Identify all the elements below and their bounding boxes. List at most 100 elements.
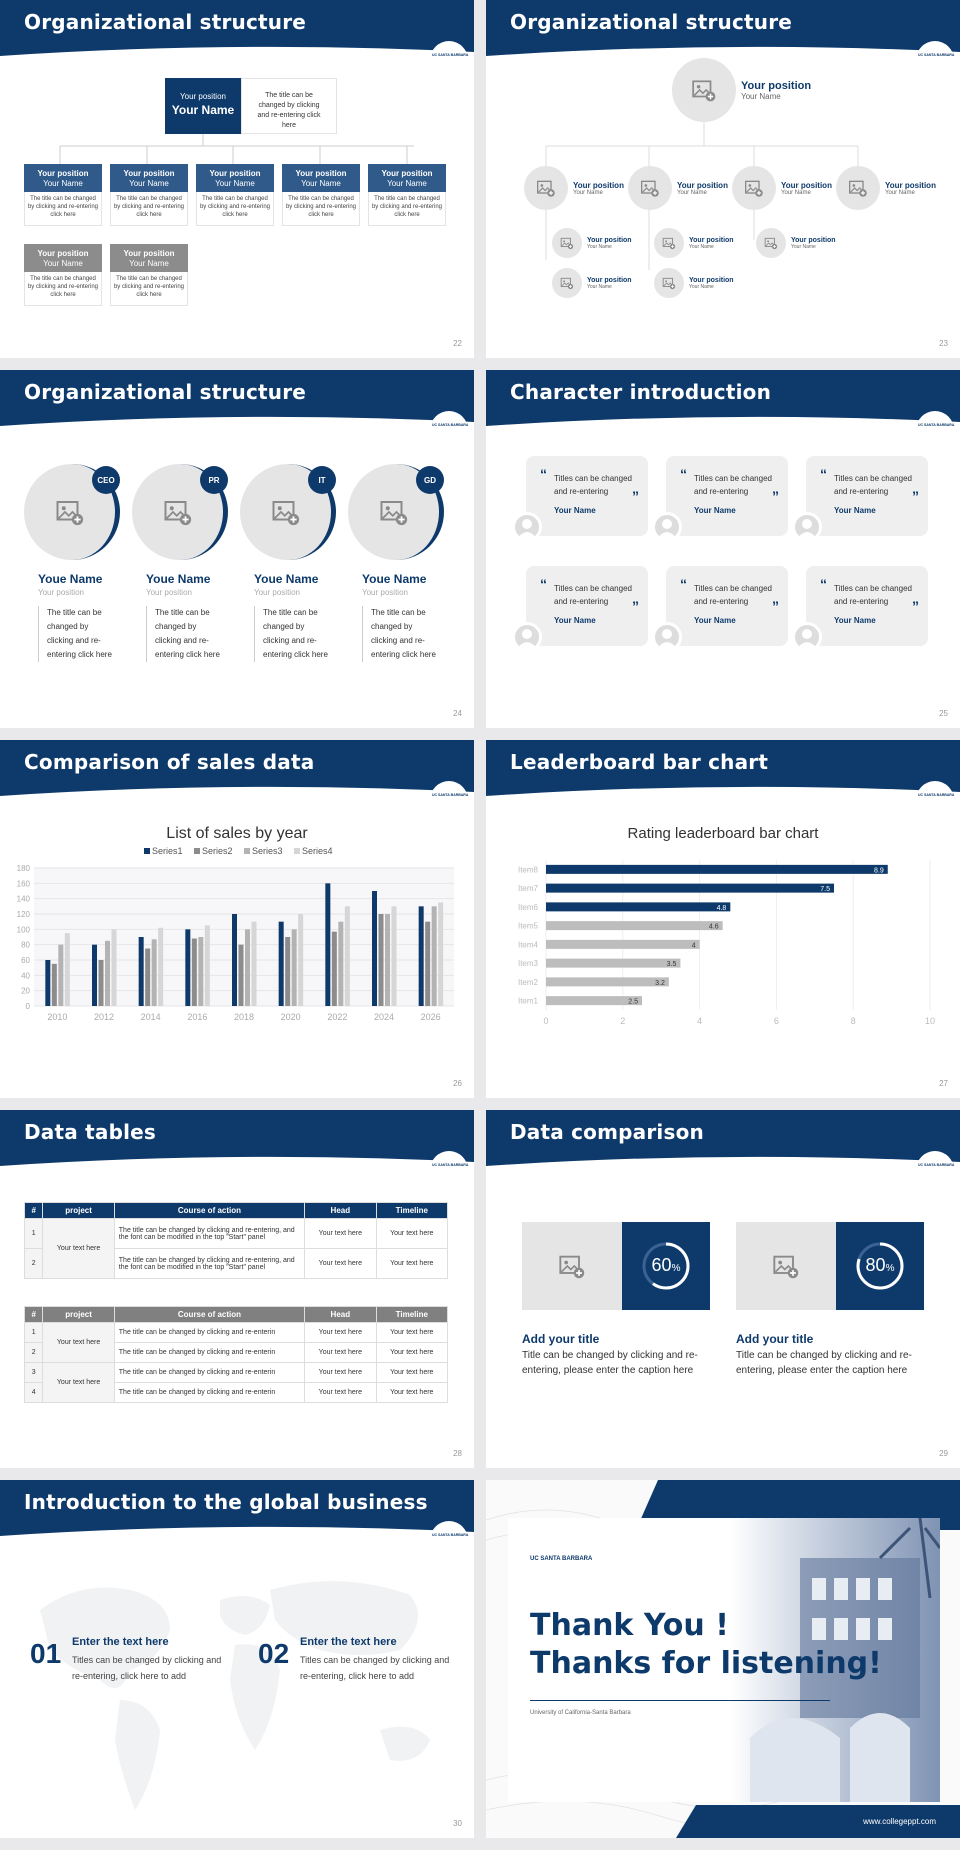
image-placeholder-icon: [764, 237, 778, 250]
quote-author: Your Name: [834, 506, 876, 515]
member-name: Your Name: [587, 243, 612, 250]
member-name: Your Name: [43, 179, 83, 188]
x-tick-label: 4: [697, 1016, 702, 1026]
slide-header: Introduction to the global business: [0, 1480, 474, 1540]
divider: [530, 1700, 830, 1701]
top-member-node[interactable]: Your position Your Name: [672, 58, 811, 122]
x-tick-label: 2020: [281, 1012, 301, 1022]
quote-card[interactable]: “ Titles can be changed and re-entering” Y…: [666, 456, 788, 536]
bar-item8: [546, 864, 888, 874]
item-description: Titles can be changed by clicking and re…: [72, 1655, 222, 1681]
campus-building-photo: [730, 1517, 942, 1802]
x-tick-label: 2016: [187, 1012, 207, 1022]
quote-card[interactable]: “ Titles can be changed and re-entering” Y…: [526, 456, 648, 536]
quote-card[interactable]: “ Titles can be changed and re-entering” Y…: [666, 566, 788, 646]
x-tick-label: 2: [620, 1016, 625, 1026]
team-member-card[interactable]: GD Youe Name Your position The title can be…: [348, 464, 448, 694]
slide-29[interactable]: Data comparison UC SANTA BARBARA 60% Add …: [486, 1110, 960, 1468]
slide-23[interactable]: Organizational structure UC SANTA BARBAR…: [486, 0, 960, 358]
column-header: #: [23, 1202, 44, 1219]
role-badge: CEO: [92, 466, 120, 494]
org-member-box[interactable]: Your position Your Name The title can be c…: [368, 164, 446, 226]
bar-series4-2010: [64, 933, 70, 1006]
top-position-box[interactable]: Your position Your Name: [165, 78, 241, 134]
y-tick-label: Item2: [518, 978, 539, 987]
member-name: Youe Name: [38, 572, 103, 586]
member-node[interactable]: Your position Your Name: [836, 166, 936, 210]
org-member-box[interactable]: Your position Your Name The title can be c…: [110, 244, 188, 306]
comparison-card[interactable]: 80% Add your title Title can be changed by…: [736, 1222, 926, 1402]
comparison-card[interactable]: 60% Add your title Title can be changed by…: [522, 1222, 712, 1402]
member-node-small[interactable]: Your position Your Name: [654, 228, 734, 258]
university-logo-text: UC SANTA BARBARA: [530, 1556, 593, 1562]
slide-27[interactable]: Leaderboard bar chart UC SANTA BARBARA R…: [486, 740, 960, 1098]
x-tick-label: 2022: [327, 1012, 347, 1022]
image-placeholder: [736, 1222, 836, 1310]
slide-26[interactable]: Comparison of sales data UC SANTA BARBAR…: [0, 740, 474, 1098]
bar-series4-2016: [204, 925, 210, 1006]
y-tick-label: 100: [17, 925, 31, 934]
member-name: Your Name: [215, 179, 255, 188]
bar-item2: [546, 977, 669, 987]
card-title: Add your title: [522, 1332, 600, 1346]
slide-31-thank-you[interactable]: UC SANTA BARBARA Thank You ! Thanks for …: [486, 1480, 960, 1838]
data-table-1: # project Course of action Head Timeline 1 You…: [23, 1202, 449, 1279]
quote-card[interactable]: “ Titles can be changed and re-entering” Y…: [806, 456, 928, 536]
org-member-box[interactable]: Your position Your Name The title can be c…: [24, 164, 102, 226]
bar-series2-2014: [145, 948, 151, 1006]
image-placeholder-icon: [692, 80, 716, 102]
member-node-small[interactable]: Your position Your Name: [552, 228, 632, 258]
member-node-small[interactable]: Your position Your Name: [654, 268, 734, 298]
team-member-card[interactable]: IT Youe Name Your position The title can be…: [240, 464, 340, 694]
member-node[interactable]: Your position Your Name: [628, 166, 728, 210]
member-name: Your Name: [301, 179, 341, 188]
org-member-box[interactable]: Your position Your Name The title can be c…: [110, 164, 188, 226]
column-header: Course of action: [113, 1306, 306, 1323]
slide-title: Comparison of sales data: [24, 750, 315, 774]
website-url[interactable]: www.collegeppt.com: [863, 1817, 936, 1826]
image-placeholder-icon: [849, 180, 867, 197]
member-description: The title can be changed by clicking and…: [24, 272, 102, 306]
slide-24[interactable]: Organizational structure UC SANTA BARBAR…: [0, 370, 474, 728]
connector-lines: [545, 120, 859, 270]
org-member-box[interactable]: Your position Your Name The title can be c…: [196, 164, 274, 226]
table-header-row: # project Course of action Head Timeline: [23, 1306, 449, 1323]
legend-label: Series4: [302, 846, 333, 856]
image-placeholder: [522, 1222, 622, 1310]
org-member-box[interactable]: Your position Your Name The title can be c…: [282, 164, 360, 226]
quote-card[interactable]: “ Titles can be changed and re-entering” Y…: [806, 566, 928, 646]
close-quote-mark: ”: [912, 598, 919, 614]
open-quote-mark: “: [540, 466, 547, 482]
quote-card[interactable]: “ Titles can be changed and re-entering” Y…: [526, 566, 648, 646]
y-tick-label: 120: [17, 910, 31, 919]
slide-header: Character introduction: [486, 370, 960, 430]
member-description: The title can be changed by clicking and…: [254, 606, 332, 662]
logo-badge: UC SANTA BARBARA: [916, 1151, 954, 1189]
member-node[interactable]: Your position Your Name: [732, 166, 832, 210]
member-node-small[interactable]: Your position Your Name: [552, 268, 632, 298]
team-member-card[interactable]: PR Youe Name Your position The title can be…: [132, 464, 232, 694]
image-placeholder-icon: [164, 501, 191, 526]
member-node[interactable]: Your position Your Name: [524, 166, 624, 210]
y-tick-label: Item8: [518, 865, 539, 874]
slide-header: Organizational structure: [0, 370, 474, 430]
slide-title: Data tables: [24, 1120, 157, 1144]
x-tick-label: 2014: [141, 1012, 161, 1022]
member-description: The title can be changed by clicking and…: [362, 606, 440, 662]
member-position: Your position: [362, 588, 408, 597]
member-node-small[interactable]: Your position Your Name: [756, 228, 836, 258]
bar-series2-2024: [378, 914, 384, 1006]
slide-25[interactable]: Character introduction UC SANTA BARBARA …: [486, 370, 960, 728]
slide-28[interactable]: Data tables UC SANTA BARBARA # project Cou…: [0, 1110, 474, 1468]
quote-author: Your Name: [694, 506, 736, 515]
team-member-card[interactable]: CEO Youe Name Your position The title can b…: [24, 464, 124, 694]
data-label: 4.6: [709, 924, 719, 931]
y-tick-label: Item1: [518, 997, 539, 1006]
bar-series1-2024: [372, 891, 377, 1006]
org-member-box[interactable]: Your position Your Name The title can be c…: [24, 244, 102, 306]
bar-series1-2020: [278, 921, 284, 1006]
slide-title: Organizational structure: [24, 380, 307, 404]
slide-30[interactable]: Introduction to the global business UC S…: [0, 1480, 474, 1838]
slide-22[interactable]: Organizational structure UC SANTA BARBAR…: [0, 0, 474, 358]
data-label: 3.5: [667, 961, 677, 968]
